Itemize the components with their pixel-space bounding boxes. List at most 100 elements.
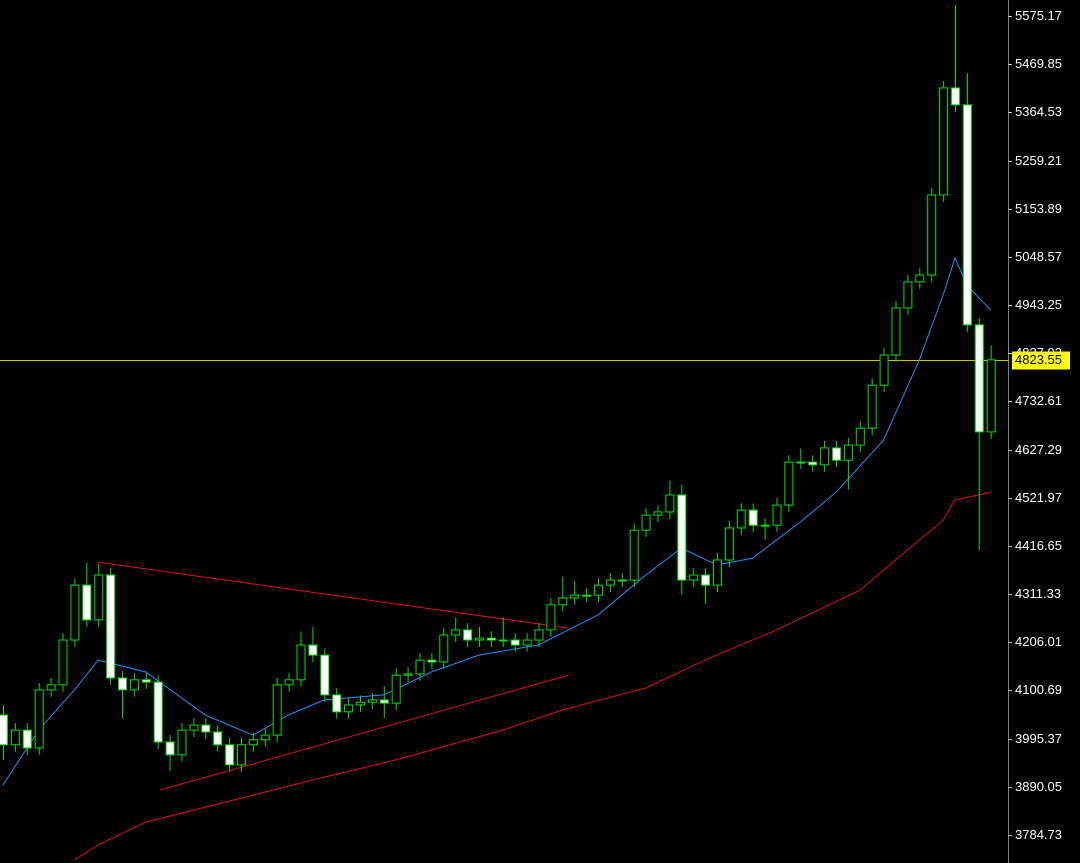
moving-average-line bbox=[74, 491, 991, 861]
candle-body bbox=[177, 729, 187, 756]
candle-body bbox=[332, 694, 342, 713]
candle-body bbox=[415, 659, 425, 675]
y-tick-label: 5469.85 bbox=[1015, 56, 1062, 71]
candle-body bbox=[46, 684, 56, 691]
candle-body bbox=[498, 639, 508, 642]
candle-body bbox=[986, 359, 996, 433]
candle-body bbox=[391, 674, 401, 704]
candle-body bbox=[118, 677, 127, 691]
candle-body bbox=[296, 644, 306, 681]
candle-body bbox=[439, 634, 449, 663]
candle-body bbox=[70, 584, 80, 641]
candle-body bbox=[213, 731, 223, 746]
candle-body bbox=[915, 274, 925, 283]
candle-body bbox=[510, 639, 520, 646]
candle-body bbox=[594, 584, 603, 596]
candle-body bbox=[34, 689, 44, 749]
candle-body bbox=[463, 629, 473, 641]
candle-body bbox=[284, 679, 294, 686]
candle-body bbox=[665, 494, 675, 513]
candle-body bbox=[475, 637, 484, 641]
candle-body bbox=[570, 594, 580, 599]
candle-body bbox=[403, 673, 413, 676]
candle-body bbox=[713, 559, 722, 586]
candle-body bbox=[939, 87, 949, 196]
trend-line bbox=[98, 561, 569, 629]
y-tick-label: 4311.33 bbox=[1015, 586, 1061, 601]
candle-body bbox=[356, 701, 365, 706]
candle-body bbox=[10, 729, 20, 746]
y-tick-label: 3890.05 bbox=[1015, 779, 1062, 794]
candle-body bbox=[903, 281, 913, 309]
y-tick-label: 5259.21 bbox=[1015, 153, 1062, 168]
candle-body bbox=[867, 384, 877, 429]
candle-body bbox=[808, 461, 818, 466]
y-tick-label: 4416.65 bbox=[1015, 538, 1062, 553]
candle-body bbox=[367, 699, 377, 703]
y-tick-label: 4521.97 bbox=[1015, 490, 1062, 505]
candle-body bbox=[165, 741, 175, 756]
y-tick-label: 3784.73 bbox=[1015, 827, 1062, 842]
plot-area bbox=[0, 5, 1008, 861]
candle-body bbox=[427, 659, 437, 663]
candle-body bbox=[0, 714, 8, 746]
y-tick-label: 4732.61 bbox=[1015, 393, 1062, 408]
y-tick-label: 4627.29 bbox=[1015, 442, 1062, 457]
candle-body bbox=[260, 734, 270, 741]
candle-body bbox=[225, 744, 235, 766]
candle-body bbox=[736, 509, 746, 529]
candle-body bbox=[605, 579, 615, 586]
candle-body bbox=[237, 744, 246, 766]
candle-body bbox=[641, 514, 651, 531]
candle-body bbox=[927, 194, 937, 276]
y-tick-label: 5153.89 bbox=[1015, 201, 1062, 216]
moving-average-line bbox=[2, 256, 992, 786]
candle-body bbox=[522, 639, 532, 646]
candle-body bbox=[617, 579, 627, 582]
candle-body bbox=[248, 739, 258, 746]
candle-body bbox=[689, 574, 699, 581]
candle-body bbox=[629, 529, 639, 581]
candle-body bbox=[677, 494, 687, 581]
candle-body bbox=[546, 604, 556, 631]
candle-body bbox=[82, 584, 92, 621]
candle-body bbox=[582, 594, 592, 597]
y-tick-label: 4943.25 bbox=[1015, 297, 1062, 312]
candle-body bbox=[843, 444, 853, 461]
candle-body bbox=[344, 704, 354, 713]
candle-body bbox=[772, 504, 782, 526]
candle-body bbox=[58, 639, 68, 686]
candle-body bbox=[379, 699, 389, 704]
candle-body bbox=[891, 307, 901, 356]
candle-body bbox=[701, 574, 711, 586]
price-label: 4823.55 bbox=[1015, 352, 1062, 367]
candle-body bbox=[724, 527, 734, 561]
trend-line bbox=[159, 674, 569, 791]
candle-body bbox=[272, 684, 282, 736]
y-axis: 5575.17 5469.85 5364.53 5259.21 5153.89 5048.… bbox=[1008, 8, 1070, 842]
candle-body bbox=[974, 324, 984, 433]
candle-body bbox=[820, 447, 830, 466]
candle-body bbox=[653, 511, 663, 516]
candle-body bbox=[558, 597, 568, 606]
y-tick-label: 4206.01 bbox=[1015, 634, 1062, 649]
candle-body bbox=[784, 461, 794, 506]
y-tick-label: 3995.37 bbox=[1015, 731, 1062, 746]
candle-body bbox=[129, 679, 139, 691]
candle-body bbox=[951, 87, 960, 106]
candle-body bbox=[760, 524, 770, 527]
candle-body bbox=[94, 574, 104, 621]
y-tick-label: 5575.17 bbox=[1015, 8, 1062, 23]
candle-body bbox=[106, 574, 116, 679]
candle-body bbox=[855, 427, 865, 446]
candle-body bbox=[796, 461, 806, 464]
y-tick-label: 5048.57 bbox=[1015, 249, 1062, 264]
candle-body bbox=[879, 354, 889, 386]
y-tick-label: 5364.53 bbox=[1015, 104, 1062, 119]
candle-body bbox=[320, 654, 330, 696]
candle-body bbox=[141, 679, 151, 683]
candle-body bbox=[486, 637, 496, 641]
